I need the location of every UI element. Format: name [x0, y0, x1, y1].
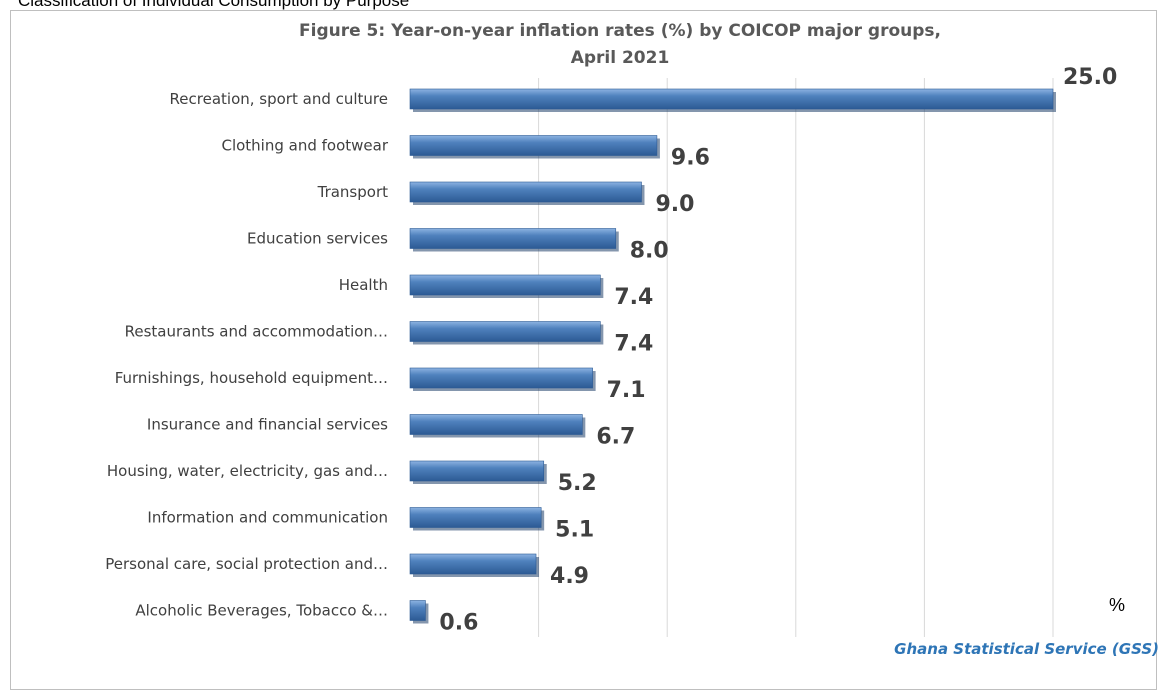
source-credit: Ghana Statistical Service (GSS) [894, 640, 1159, 658]
bar [409, 135, 658, 156]
category-label: Clothing and footwear [221, 137, 388, 155]
value-label: 4.9 [550, 564, 589, 589]
category-label: Information and communication [147, 509, 388, 527]
category-label: Transport [317, 183, 389, 201]
value-label: 25.0 [1063, 65, 1117, 90]
value-label: 5.2 [558, 471, 597, 496]
bar-chart: Recreation, sport and culture 25.0 Clothin… [105, 65, 1117, 637]
value-label: 9.6 [671, 146, 710, 171]
category-label: Furnishings, household equipment… [115, 369, 388, 387]
value-label: 7.4 [614, 332, 653, 357]
bar [409, 460, 545, 482]
value-label: 7.1 [607, 378, 646, 403]
bar [409, 507, 542, 528]
value-label: 0.6 [439, 611, 478, 636]
unit-label: % [1109, 595, 1126, 615]
value-label: 7.4 [614, 285, 653, 310]
chart-title-line1: Figure 5: Year-on-year inflation rates (… [299, 21, 941, 41]
bar [409, 274, 601, 296]
top-caption: Classification of Individual Consumption… [18, 0, 410, 10]
bar [409, 321, 601, 342]
bar [409, 414, 583, 435]
bar [409, 367, 593, 389]
value-label: 9.0 [655, 192, 694, 217]
bar [409, 600, 426, 621]
chart-title-line2: April 2021 [570, 48, 670, 68]
bar [409, 553, 537, 575]
bar [409, 88, 1054, 110]
chart-frame [10, 10, 1157, 690]
value-label: 8.0 [630, 239, 669, 264]
category-label: Personal care, social protection and… [105, 555, 388, 573]
category-label: Alcoholic Beverages, Tobacco &… [135, 602, 388, 620]
category-label: Health [339, 276, 388, 294]
category-label: Restaurants and accommodation… [125, 323, 388, 341]
category-label: Insurance and financial services [147, 416, 388, 434]
bar [409, 181, 642, 203]
value-label: 6.7 [596, 425, 635, 450]
category-label: Education services [247, 230, 388, 248]
value-label: 5.1 [555, 518, 594, 543]
category-label: Housing, water, electricity, gas and… [107, 462, 388, 480]
bar [409, 228, 617, 249]
category-label: Recreation, sport and culture [170, 90, 388, 108]
